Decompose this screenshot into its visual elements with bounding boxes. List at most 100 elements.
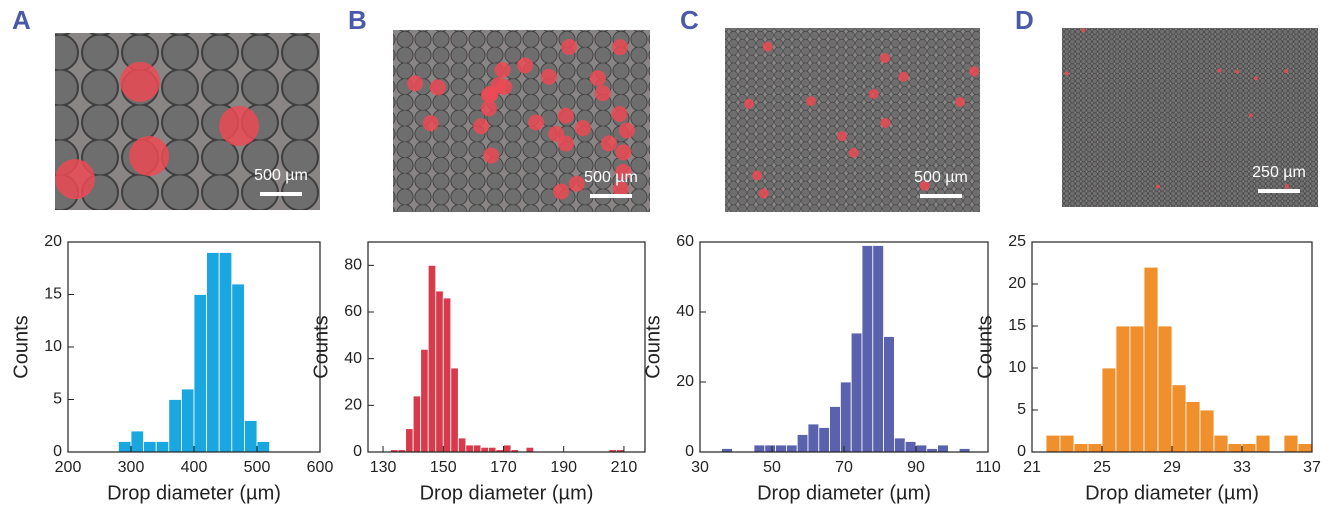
- bar: [850, 332, 863, 453]
- red-droplet: [574, 120, 591, 137]
- bar: [775, 444, 787, 453]
- red-droplet: [898, 71, 909, 82]
- x-tick-label: 200: [55, 459, 82, 476]
- bar: [915, 444, 928, 453]
- red-droplet: [805, 96, 816, 107]
- red-droplet: [836, 131, 847, 142]
- x-tick-label: 600: [307, 459, 334, 476]
- bar: [1297, 443, 1313, 453]
- bar: [450, 367, 459, 453]
- red-droplet: [473, 118, 490, 135]
- bar: [1241, 443, 1257, 453]
- bar: [1073, 443, 1089, 453]
- x-tick-label: 130: [370, 459, 397, 476]
- y-tick-label: 25: [1008, 233, 1026, 250]
- y-tick-label: 5: [53, 391, 62, 408]
- red-droplet: [129, 136, 170, 177]
- red-droplet: [407, 75, 424, 92]
- red-droplet: [762, 41, 773, 52]
- y-tick-label: 20: [1008, 275, 1026, 292]
- bar: [1283, 434, 1299, 453]
- red-droplet: [848, 147, 859, 158]
- bar: [818, 427, 830, 453]
- x-tick-label: 170: [490, 459, 517, 476]
- red-droplet: [481, 87, 498, 104]
- bar: [231, 283, 245, 453]
- bar: [1059, 434, 1075, 453]
- bar: [480, 446, 489, 453]
- y-tick-label: 20: [676, 373, 694, 390]
- bar: [1255, 434, 1271, 453]
- red-droplet: [490, 77, 507, 94]
- x-tick-label: 400: [181, 459, 208, 476]
- bar: [1199, 409, 1215, 453]
- red-droplet: [120, 61, 161, 102]
- bar: [1087, 443, 1103, 453]
- red-droplet: [219, 105, 260, 146]
- x-tick-label: 21: [1023, 459, 1041, 476]
- y-tick-label: 40: [676, 303, 694, 320]
- panel-label: A: [12, 5, 31, 35]
- red-droplet: [483, 147, 500, 164]
- red-droplet: [879, 53, 890, 64]
- y-tick-label: 15: [1008, 317, 1026, 334]
- x-tick-label: 33: [1233, 459, 1251, 476]
- plot-frame: [367, 241, 646, 453]
- y-tick-label: 0: [53, 443, 62, 460]
- y-tick-label: 20: [344, 397, 362, 414]
- red-droplet: [528, 114, 545, 131]
- red-droplet: [969, 66, 980, 77]
- x-tick-label: 29: [1163, 459, 1181, 476]
- y-tick-label: 40: [344, 350, 362, 367]
- panel-label: B: [348, 5, 367, 35]
- red-droplet: [1217, 68, 1222, 73]
- red-droplet: [615, 144, 632, 161]
- red-droplet: [540, 68, 557, 85]
- red-droplet: [561, 38, 578, 55]
- x-tick-label: 50: [763, 459, 781, 476]
- x-tick-label: 150: [430, 459, 457, 476]
- red-droplet: [955, 97, 966, 108]
- bar: [753, 444, 766, 453]
- bar: [243, 420, 258, 453]
- bar: [525, 446, 534, 453]
- droplet-pattern: [725, 28, 980, 212]
- red-droplet: [600, 135, 617, 152]
- y-tick-label: 0: [353, 443, 362, 460]
- bar: [829, 406, 841, 453]
- bar: [796, 434, 809, 453]
- bar: [937, 444, 949, 453]
- bar: [405, 428, 414, 453]
- red-droplet: [589, 70, 606, 87]
- bar: [488, 446, 497, 453]
- bar: [427, 264, 437, 453]
- y-tick-label: 60: [676, 233, 694, 250]
- red-droplet: [880, 117, 891, 128]
- red-droplet: [494, 62, 511, 79]
- red-droplet: [611, 106, 628, 123]
- bar: [472, 444, 482, 453]
- droplet-pattern: [1062, 28, 1318, 207]
- red-droplet: [557, 107, 574, 124]
- x-axis-label: Drop diameter (µm): [757, 482, 931, 504]
- y-tick-label: 0: [1017, 443, 1026, 460]
- bar: [861, 245, 874, 453]
- bar: [904, 441, 917, 453]
- bar: [435, 290, 444, 453]
- x-tick-label: 190: [550, 459, 577, 476]
- bar: [218, 252, 233, 453]
- bar: [840, 381, 852, 453]
- scale-bar-label: 500 µm: [254, 167, 308, 184]
- bar: [1129, 325, 1145, 453]
- x-tick-label: 30: [691, 459, 709, 476]
- bar: [1171, 384, 1187, 453]
- x-axis-label: Drop diameter (µm): [107, 482, 281, 504]
- y-axis-label: Counts: [310, 315, 332, 378]
- red-droplet: [752, 170, 763, 181]
- red-droplet: [480, 100, 497, 117]
- red-droplet: [919, 180, 930, 191]
- red-droplet: [517, 57, 534, 74]
- x-tick-label: 90: [907, 459, 925, 476]
- red-droplet: [1235, 69, 1240, 74]
